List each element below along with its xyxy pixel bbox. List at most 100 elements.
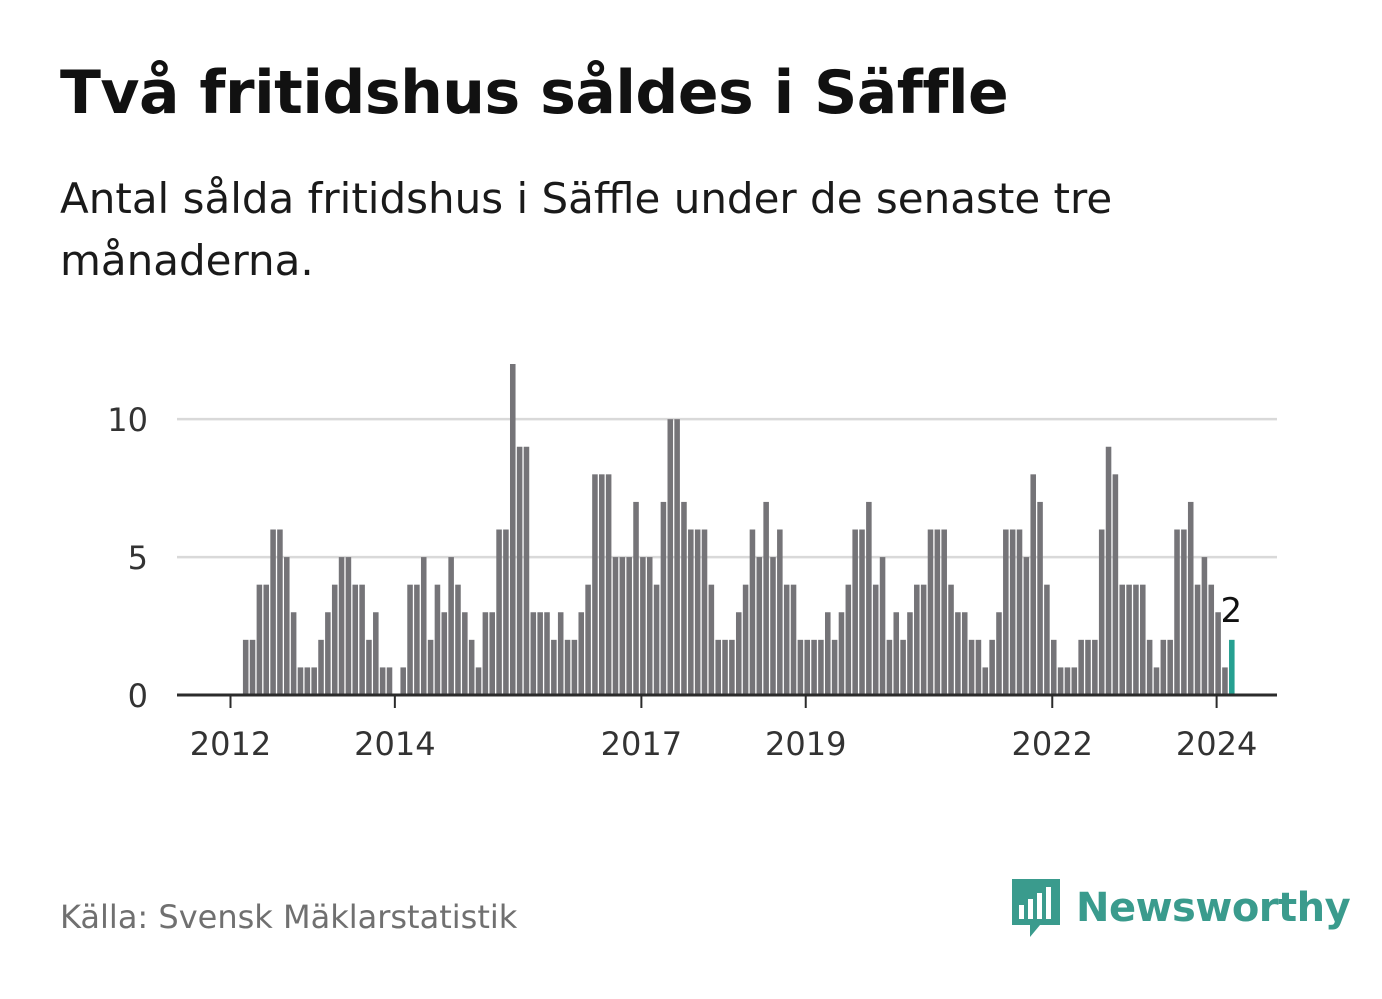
bar [1085,639,1091,695]
bar [1208,584,1215,695]
bar [1126,584,1132,695]
bar [612,557,619,695]
bar [585,584,591,695]
bar [996,612,1002,695]
bar [688,529,694,695]
bar [564,639,571,695]
bar [907,612,913,695]
bar [1194,584,1201,695]
bar [920,584,927,695]
bar [414,584,420,695]
bar [249,639,256,695]
bar [1222,667,1228,695]
bar [544,612,550,695]
bar [407,584,413,695]
bar [866,501,872,695]
bar-value-label: 2 [1220,591,1242,631]
bar [893,612,900,695]
bar [290,612,297,695]
bar [1030,474,1036,695]
bar [619,557,626,695]
bar [503,529,509,695]
bar [818,639,824,695]
bar [284,557,290,695]
bar [1140,584,1146,695]
bar [777,529,783,695]
newsworthy-chart-bubble-icon [1012,879,1060,937]
bar [599,474,605,695]
bar [1153,667,1160,695]
bar [1064,667,1071,695]
bar [468,639,475,695]
bar [941,529,947,695]
bar [797,639,804,695]
y-tick-label: 0 [128,677,148,715]
bar [900,639,906,695]
bar [571,639,578,695]
bar [934,529,941,695]
bar [852,529,858,695]
x-tick-label: 2019 [765,725,846,763]
bar [626,557,632,695]
bar [701,529,708,695]
bar [955,612,961,695]
bar [325,612,331,695]
bar [742,584,749,695]
chart-subtitle: Antal sålda fritidshus i Säffle under de… [60,174,1113,285]
bar [359,584,365,695]
bar [263,584,270,695]
bar [961,612,968,695]
bar [886,639,893,695]
bar [256,584,263,695]
bar [825,612,831,695]
y-tick-label: 10 [107,401,148,439]
bar [722,639,728,695]
bar [489,612,495,695]
bar [304,667,311,695]
bar [845,584,852,695]
bar [434,584,441,695]
x-tick-label: 2024 [1176,725,1257,763]
bar [914,584,920,695]
bar [838,612,845,695]
bar [1023,557,1030,695]
bar [633,501,639,695]
bar [509,364,516,695]
bar [373,612,379,695]
bar [318,639,324,695]
bar [763,501,769,695]
bar [729,639,735,695]
bar [770,557,776,695]
bar [653,584,660,695]
source-note: Källa: Svensk Mäklarstatistik [60,898,518,936]
bar [386,667,393,695]
bar [379,667,386,695]
bar [400,667,406,695]
bar [667,419,674,695]
chart-title: Två fritidshus såldes i Säffle [60,58,1009,128]
bar [811,639,817,695]
bar [735,612,742,695]
bar [1201,557,1208,695]
bar [1092,639,1098,695]
bar-chart: 0 5 10 2 2012 2014 2017 2019 2022 2024 [107,364,1277,763]
bar [968,639,975,695]
x-tick-label: 2014 [354,725,435,763]
bar [948,584,954,695]
bar [455,584,461,695]
bar [516,446,523,695]
bar [1160,639,1167,695]
bar [1009,529,1016,695]
bar [1003,529,1009,695]
brand-name: Newsworthy [1076,885,1351,931]
y-tick-label: 5 [128,539,148,577]
bar [277,529,283,695]
bar [804,639,811,695]
bar [475,667,482,695]
bar [297,667,304,695]
bar [1215,612,1221,695]
bar [496,529,502,695]
bar [660,501,667,695]
bar [975,639,982,695]
bar [1112,474,1119,695]
